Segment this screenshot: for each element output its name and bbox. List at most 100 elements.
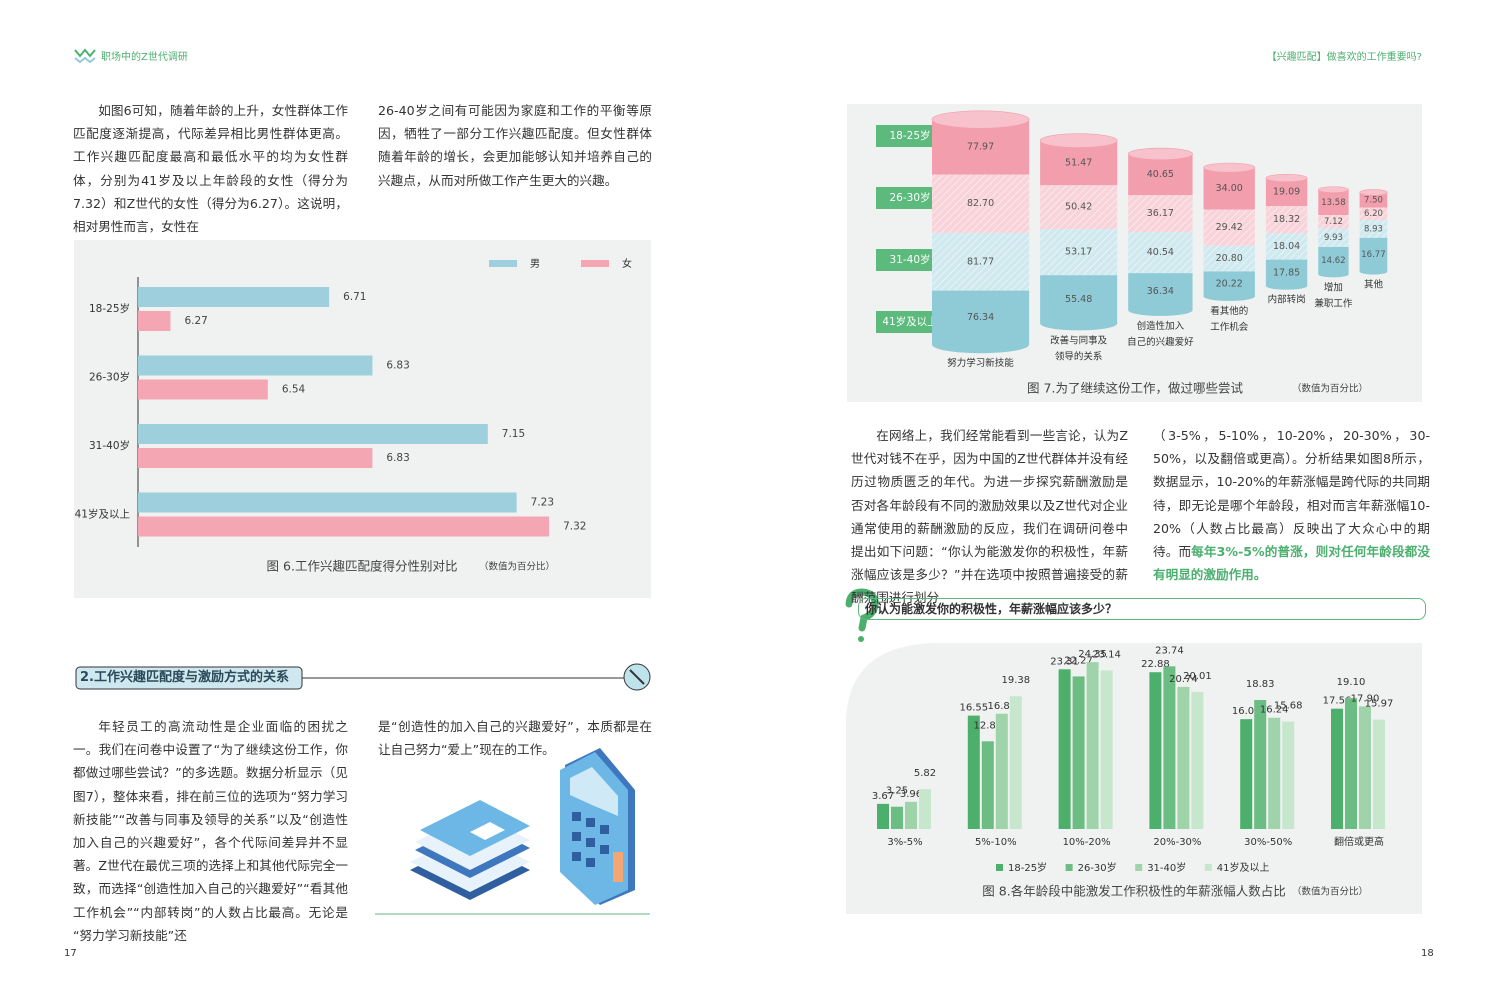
- cylinder-segment: [932, 290, 1030, 345]
- hatch: [1318, 215, 1349, 229]
- value-label: 6.83: [386, 360, 409, 372]
- value-label: 29.42: [1216, 222, 1243, 233]
- legend-swatch: [1204, 864, 1212, 871]
- question-icon: [845, 588, 879, 642]
- value-label: 6.83: [386, 452, 409, 464]
- bar: [1086, 662, 1099, 829]
- value-label: 6.20: [1364, 209, 1383, 219]
- category-label-line: 创造性加入: [1137, 319, 1185, 331]
- row-label-box: [876, 311, 945, 333]
- category-label: 内部转岗: [1268, 293, 1306, 305]
- category-label-line: 工作机会: [1210, 321, 1249, 333]
- cylinder-segment: [1318, 246, 1349, 275]
- value-label: 16.24: [1260, 705, 1289, 716]
- cylinder-segment: [1318, 189, 1349, 216]
- value-label: 77.97: [967, 142, 994, 153]
- header-right: 【兴趣匹配】做喜欢的工作重要吗?: [1266, 52, 1422, 63]
- bar: [919, 789, 931, 829]
- category-label: 20%-30%: [1153, 837, 1201, 848]
- value-label: 18.83: [1246, 679, 1275, 690]
- bar: [1268, 717, 1281, 829]
- cylinder-segment: [1359, 192, 1388, 208]
- chart-note: （数值为百分比）: [479, 561, 555, 573]
- hatch: [1128, 231, 1193, 274]
- hatch: [932, 174, 1030, 233]
- cylinder-cap: [1359, 189, 1388, 196]
- value-label: 7.23: [531, 497, 554, 509]
- bar: [138, 448, 373, 468]
- cylinder-segment: [1203, 167, 1255, 210]
- category-label: 18-25岁: [89, 302, 130, 315]
- bar: [1282, 721, 1295, 829]
- legend-swatch: [1065, 864, 1073, 871]
- section-heading-box: [75, 663, 651, 691]
- value-label: 12.80: [973, 720, 1002, 731]
- paragraph: （3-5%，5-10%，10-20%，20-30%，30-50%，以及翻倍或更高…: [1153, 424, 1430, 586]
- cylinder-segment: [932, 119, 1030, 175]
- value-label: 20.74: [1169, 674, 1198, 685]
- legend-swatch: [489, 260, 517, 267]
- legend-label: 18-25岁: [1008, 861, 1047, 874]
- bar: [138, 492, 517, 513]
- value-label: 13.58: [1321, 198, 1345, 208]
- chart-title: 图 7.为了继续这份工作，做过哪些尝试: [1027, 381, 1243, 396]
- bar: [138, 379, 268, 400]
- bar: [1149, 672, 1162, 829]
- value-label: 20.80: [1216, 253, 1243, 264]
- value-label: 19.09: [1273, 187, 1300, 198]
- value-label: 19.38: [1001, 675, 1030, 686]
- cylinder-segment: [1040, 275, 1118, 324]
- bar: [138, 424, 488, 444]
- bar: [981, 741, 994, 829]
- row-label: 18-25岁: [889, 129, 930, 142]
- page-number: 17: [64, 948, 77, 959]
- bar: [1254, 699, 1267, 829]
- hatch: [1203, 209, 1255, 246]
- category-label-line: 内部转岗: [1268, 293, 1306, 305]
- value-label: 55.48: [1065, 294, 1092, 305]
- value-label: 15.68: [1274, 701, 1303, 712]
- value-label: 82.70: [967, 198, 994, 209]
- chart-note: （数值为百分比）: [1292, 886, 1368, 898]
- bar: [1163, 666, 1176, 829]
- category-label-line: 增加: [1324, 281, 1343, 293]
- value-label: 7.50: [1364, 195, 1383, 205]
- bar: [1345, 698, 1357, 829]
- bar: [995, 713, 1008, 829]
- value-label: 16.82: [987, 701, 1016, 712]
- value-label: 3.25: [886, 786, 908, 797]
- value-label: 34.00: [1216, 183, 1243, 194]
- hatch: [1265, 233, 1308, 260]
- value-label: 17.85: [1273, 267, 1300, 278]
- chart-note: （数值为百分比）: [1292, 383, 1368, 395]
- page-number: 18: [1421, 948, 1434, 959]
- value-label: 40.54: [1147, 247, 1174, 258]
- cylinder-cap: [1317, 186, 1349, 193]
- legend-label: 男: [530, 258, 540, 270]
- cylinder-cap: [1127, 147, 1193, 160]
- category-label: 30%-50%: [1244, 837, 1292, 848]
- value-label: 22.27: [1064, 655, 1093, 666]
- category-label: 26-30岁: [89, 371, 130, 384]
- bar: [138, 516, 550, 537]
- bar: [1072, 676, 1085, 829]
- bar: [1373, 719, 1385, 829]
- value-label: 16.55: [959, 703, 988, 714]
- chart8-panel: [846, 643, 1422, 914]
- category-label-line: 兼职工作: [1314, 297, 1353, 309]
- value-label: 18.04: [1273, 241, 1300, 252]
- category-label: 其他: [1364, 278, 1384, 290]
- illustration: [375, 748, 650, 915]
- paragraph: 在网络上，我们经常能看到一些言论，认为Z世代对钱不在乎，因为中国的Z世代群体并没…: [851, 428, 1128, 606]
- value-label: 81.77: [967, 256, 994, 267]
- value-label: 7.15: [502, 428, 525, 440]
- hatch: [1359, 207, 1388, 220]
- hatch: [1318, 228, 1349, 247]
- hatch: [932, 232, 1030, 291]
- value-label: 9.93: [1324, 233, 1343, 243]
- category-label-line: 自己的兴趣爱好: [1127, 335, 1194, 347]
- value-label: 6.27: [184, 315, 207, 327]
- hatch: [1359, 219, 1388, 238]
